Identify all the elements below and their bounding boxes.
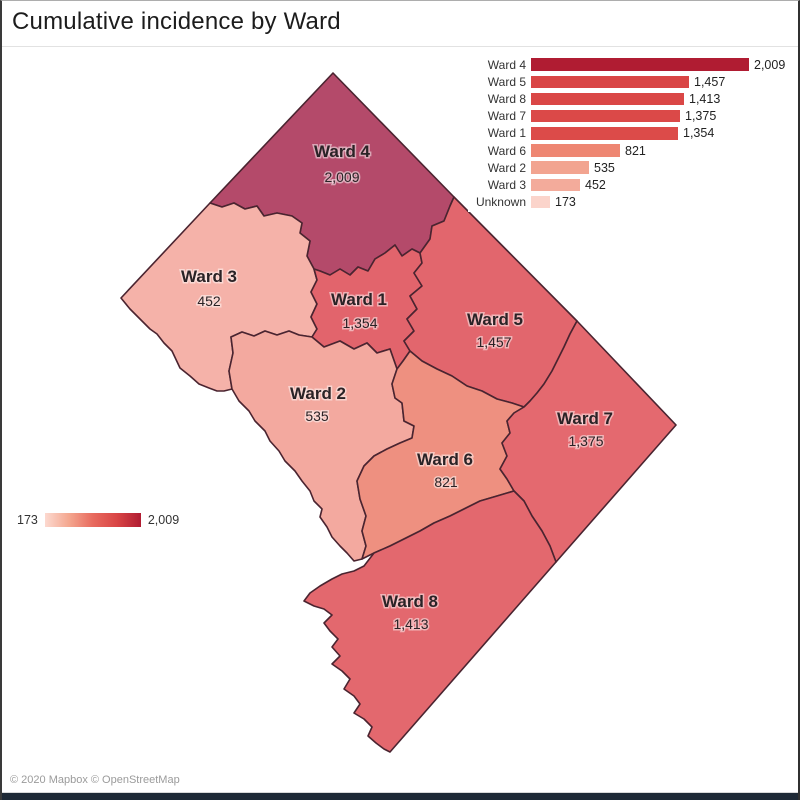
page-title: Cumulative incidence by Ward: [12, 8, 341, 35]
ward-5-value: 1,457: [476, 334, 511, 350]
bar-row: Ward 4 2,009: [468, 56, 790, 73]
ward-7-value: 1,375: [568, 433, 603, 449]
ward-4-value: 2,009: [324, 169, 359, 185]
ward-8-region[interactable]: [303, 490, 557, 753]
bar-label: Ward 8: [487, 91, 526, 106]
color-gradient-bar: [44, 513, 141, 527]
bar-label: Unknown: [475, 195, 526, 210]
bar-value: 1,375: [685, 109, 717, 124]
ward-5-label: Ward 5: [467, 310, 523, 329]
bar-label: Ward 2: [487, 160, 526, 175]
color-scale-legend: 173 2,009: [17, 513, 179, 527]
ward-4-label: Ward 4: [314, 142, 371, 161]
bar-row: Ward 1 1,354: [468, 125, 790, 142]
ward-2-value: 535: [305, 408, 329, 424]
bar-label: Ward 7: [487, 109, 526, 124]
ward-6-value: 821: [434, 474, 458, 490]
bar-value: 821: [625, 143, 646, 158]
bar-ward-1[interactable]: [531, 127, 678, 140]
title-bar: Cumulative incidence by Ward: [2, 1, 798, 47]
bar-row: Ward 5 1,457: [468, 73, 790, 90]
ward-8-label: Ward 8: [382, 592, 438, 611]
bar-label: Ward 3: [487, 177, 526, 192]
bar-value: 1,457: [694, 74, 726, 89]
bar-ward-4[interactable]: [531, 58, 749, 71]
bar-value: 173: [555, 195, 576, 210]
bar-value: 535: [594, 160, 615, 175]
bar-ward-2[interactable]: [531, 161, 589, 174]
bar-row: Ward 2 535: [468, 159, 790, 176]
bar-label: Ward 1: [487, 126, 526, 141]
ward-8-value: 1,413: [393, 616, 428, 632]
bar-row: Unknown 173: [468, 194, 790, 211]
ward-3-label: Ward 3: [181, 267, 237, 286]
bar-ward-3[interactable]: [531, 178, 580, 192]
map-attribution[interactable]: © 2020 Mapbox © OpenStreetMap: [10, 774, 180, 786]
ward-6-label: Ward 6: [417, 450, 473, 469]
bar-label: Ward 5: [487, 74, 526, 89]
bar-row: Ward 7 1,375: [468, 108, 790, 125]
ward-1-value: 1,354: [342, 315, 377, 331]
bar-ward-6[interactable]: [531, 144, 620, 157]
ward-bar-legend: Ward 4 2,009 Ward 5 1,457 Ward 8 1,413 W…: [468, 55, 790, 212]
ward-7-label: Ward 7: [557, 409, 613, 428]
bar-ward-5[interactable]: [531, 75, 689, 89]
ward-2-label: Ward 2: [290, 384, 346, 403]
bar-value: 1,354: [683, 126, 715, 141]
ward-1-label: Ward 1: [331, 290, 387, 309]
bar-unknown[interactable]: [531, 195, 550, 209]
window-bottom-edge: [2, 792, 798, 800]
bar-row: Ward 8 1,413: [468, 90, 790, 107]
bar-ward-8[interactable]: [531, 92, 684, 106]
bar-ward-7[interactable]: [531, 109, 680, 123]
bar-row: Ward 6 821: [468, 142, 790, 159]
scale-max-label: 2,009: [147, 513, 180, 527]
scale-min-label: 173: [17, 513, 38, 527]
bar-value: 2,009: [754, 57, 786, 72]
bar-label: Ward 4: [487, 57, 526, 72]
bar-value: 452: [585, 177, 606, 192]
ward-3-value: 452: [197, 293, 221, 309]
bar-value: 1,413: [689, 91, 721, 106]
bar-row: Ward 3 452: [468, 176, 790, 193]
bar-label: Ward 6: [487, 143, 526, 158]
